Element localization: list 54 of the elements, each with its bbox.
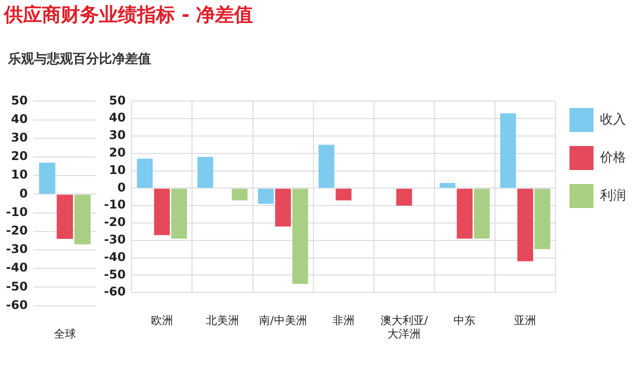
bar [318,144,334,188]
y-tick-label: -20 [104,215,126,230]
y-tick-label: -20 [6,224,28,238]
y-tick-label: 0 [117,180,126,194]
y-tick-label: 30 [108,128,126,142]
bar [456,188,473,239]
legend-label: 利润 [600,188,626,204]
x-tick-label: 欧洲 [150,314,173,328]
y-tick-label: 40 [10,112,28,126]
y-tick-label: 50 [10,93,28,108]
bar [258,188,274,204]
y-tick-label: 0 [19,186,28,200]
bar [500,113,516,188]
bar [534,188,550,250]
bar [154,188,170,236]
x-tick-label: 中东 [454,314,476,328]
bar [275,188,291,226]
chart-title: 供应商财务业绩指标 - 净差值 [4,3,254,28]
x-tick-label: 亚洲 [514,314,536,328]
y-tick-label: 10 [108,162,126,177]
y-tick-label: -30 [6,242,28,256]
y-tick-label: -60 [104,284,126,299]
y-tick-label: 20 [108,146,126,160]
y-tick-label: 30 [10,130,28,145]
x-tick-label: 非洲 [332,314,355,328]
bar [336,188,352,200]
bar [136,158,153,188]
chart-subtitle: 乐观与悲观百分比净差值 [8,50,151,68]
y-tick-label: -50 [6,279,28,294]
y-tick-label: 10 [10,168,28,182]
bar [292,188,308,284]
bar [197,156,214,188]
legend-label: 收入 [600,112,626,128]
legend-label: 价格 [599,150,626,166]
y-tick-label: -50 [104,267,126,282]
y-tick-label: 40 [108,110,126,125]
bar [232,188,248,200]
bar [396,188,412,206]
x-tick-label: 全球 [54,327,76,340]
y-tick-label: -30 [104,232,126,247]
x-tick-label: 北美洲 [206,314,239,328]
y-tick-label: -10 [6,204,28,219]
y-tick-label: -40 [104,250,126,264]
y-tick-label: 50 [108,93,126,108]
y-tick-label: 20 [10,149,28,164]
bar [517,188,534,262]
bar [474,188,490,239]
x-tick-label: 澳大利亚/ 大洋洲 [380,314,428,340]
bar [171,188,187,239]
y-tick-label: -10 [104,198,126,212]
y-tick-label: -40 [6,260,28,275]
y-tick-label: -60 [6,298,28,312]
bar [440,182,456,188]
x-tick-label: 南/中美洲 [259,314,307,328]
